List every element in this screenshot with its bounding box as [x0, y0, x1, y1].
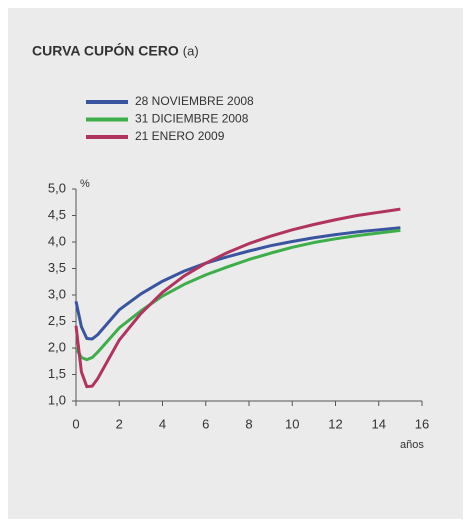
x-tick-label: 16 — [415, 416, 429, 431]
line-series — [74, 207, 401, 389]
x-tick-label: 14 — [372, 416, 386, 431]
x-tick-label: 6 — [202, 416, 209, 431]
chart-title: CURVA CUPÓN CERO — [32, 42, 179, 59]
x-tick-label: 0 — [72, 416, 79, 431]
x-tick-label: 12 — [328, 416, 342, 431]
title-note: (a) — [183, 43, 199, 58]
y-tick-label: 1,5 — [48, 366, 66, 381]
y-tick-label: 3,0 — [48, 286, 66, 301]
legend-label: 31 DICIEMBRE 2008 — [135, 112, 249, 126]
x-tick-label: 2 — [116, 416, 123, 431]
y-tick-label: 2,0 — [48, 339, 66, 354]
line-series — [74, 228, 401, 362]
y-tick-label: 1,0 — [48, 392, 66, 407]
y-tick-label: 2,5 — [48, 313, 66, 328]
x-tick-label: 8 — [245, 416, 252, 431]
y-tick-label: 3,5 — [48, 260, 66, 275]
x-tick-label: 10 — [285, 416, 299, 431]
y-unit: % — [80, 178, 90, 190]
x-tick-label: 4 — [159, 416, 166, 431]
y-tick-label: 5,0 — [48, 180, 66, 195]
legend-label: 21 ENERO 2009 — [135, 129, 225, 143]
y-tick-label: 4,0 — [48, 233, 66, 248]
x-unit: años — [400, 439, 424, 451]
y-tick-label: 4,5 — [48, 207, 66, 222]
legend-label: 28 NOVIEMBRE 2008 — [135, 94, 254, 108]
